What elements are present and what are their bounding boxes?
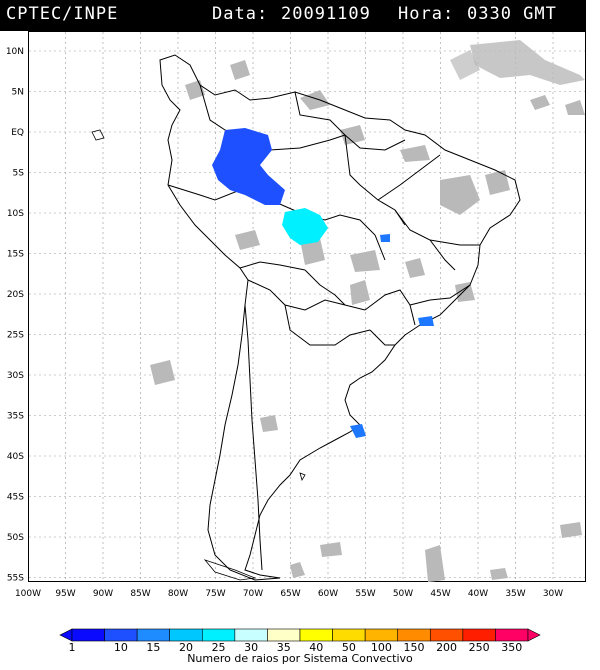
colorbar-tick-label: 150 bbox=[404, 641, 425, 654]
lon-label: 100W bbox=[15, 589, 41, 599]
colorbar-swatch bbox=[104, 628, 138, 642]
colorbar-tick-label: 25 bbox=[212, 641, 226, 654]
colorbar-swatch bbox=[299, 628, 333, 642]
strike-cluster-amazon-west bbox=[212, 128, 285, 205]
colorbar-swatch bbox=[429, 628, 464, 642]
colorbar-tick-label: 20 bbox=[179, 641, 193, 654]
lon-label: 40W bbox=[468, 589, 488, 599]
time-label: Hora: bbox=[398, 4, 455, 24]
latitude-labels: 10N 5N EQ 5S 10S 15S 20S 25S 30S 35S 40S 45S 50S 55S bbox=[6, 47, 24, 584]
colorbar-swatch bbox=[462, 628, 496, 642]
strike-cluster-goias bbox=[380, 234, 390, 242]
colorbar-tick-label: 1 bbox=[69, 641, 76, 654]
colorbar-tick-label: 100 bbox=[371, 641, 392, 654]
colorbar-swatch bbox=[169, 628, 203, 642]
islands bbox=[91, 129, 306, 581]
colorbar-right-arrow bbox=[527, 628, 541, 642]
colorbar-caption: Numero de raios por Sistema Convectivo bbox=[187, 652, 413, 665]
lon-label: 80W bbox=[168, 589, 188, 599]
colorbar-tick-label: 10 bbox=[114, 641, 128, 654]
colorbar-left-arrow bbox=[59, 628, 73, 642]
colorbar-swatch bbox=[201, 628, 236, 642]
colorbar-swatch bbox=[495, 628, 529, 642]
colorbar-tick-label: 30 bbox=[244, 641, 258, 654]
colorbar-swatch bbox=[397, 628, 431, 642]
lat-label: 55S bbox=[7, 574, 24, 584]
lon-label: 85W bbox=[130, 589, 150, 599]
lat-label: 5S bbox=[13, 169, 25, 179]
colorbar-tick-label: 50 bbox=[342, 641, 356, 654]
colorbar-tick-label: 15 bbox=[146, 641, 160, 654]
lat-label: 5N bbox=[12, 88, 24, 98]
lat-label: 10N bbox=[6, 47, 24, 57]
strike-clusters bbox=[212, 128, 434, 438]
lon-label: 45W bbox=[430, 589, 450, 599]
time-value: 0330 GMT bbox=[467, 4, 557, 24]
date-label: Data: bbox=[212, 4, 269, 24]
colorbar-tick-label: 350 bbox=[501, 641, 522, 654]
lat-label: 50S bbox=[7, 533, 24, 543]
strike-cluster-rio bbox=[418, 316, 434, 326]
map-frame bbox=[28, 31, 586, 582]
lon-label: 35W bbox=[505, 589, 525, 599]
lat-label: 35S bbox=[7, 412, 24, 422]
lat-label: 30S bbox=[7, 371, 24, 381]
lon-label: 90W bbox=[93, 589, 113, 599]
date-value: 20091109 bbox=[281, 4, 371, 24]
colorbar-tick-label: 250 bbox=[469, 641, 490, 654]
colorbar: 1 10 15 20 25 30 35 40 50 100 150 200 250 350 bbox=[59, 628, 541, 654]
lon-label: 55W bbox=[355, 589, 375, 599]
colorbar-swatch bbox=[136, 628, 171, 642]
strike-cluster-rondonia bbox=[282, 208, 328, 245]
lat-label: 25S bbox=[7, 331, 24, 341]
colorbar-tick-label: 35 bbox=[277, 641, 291, 654]
cloud-layer bbox=[150, 40, 585, 582]
lat-label: EQ bbox=[11, 128, 24, 138]
colorbar-swatch bbox=[332, 628, 366, 642]
lon-label: 50W bbox=[393, 589, 413, 599]
lon-label: 65W bbox=[280, 589, 300, 599]
colorbar-tick-label: 40 bbox=[309, 641, 323, 654]
lat-label: 10S bbox=[7, 209, 24, 219]
colorbar-swatch bbox=[267, 628, 301, 642]
strike-cluster-rio-de-la-plata bbox=[350, 424, 366, 438]
lon-label: 75W bbox=[205, 589, 225, 599]
lon-label: 60W bbox=[318, 589, 338, 599]
title-bar: CPTEC/INPE Data: 20091109 Hora: 0330 GMT bbox=[0, 0, 586, 31]
lat-label: 45S bbox=[7, 493, 24, 503]
longitude-labels: 100W 95W 90W 85W 80W 75W 70W 65W 60W 55W 50W 45W 40W… bbox=[15, 589, 563, 599]
source-label: CPTEC/INPE bbox=[6, 4, 119, 24]
colorbar-tick-label: 200 bbox=[436, 641, 457, 654]
lon-label: 70W bbox=[243, 589, 263, 599]
colorbar-swatch bbox=[71, 628, 105, 642]
lon-label: 95W bbox=[55, 589, 75, 599]
lat-label: 15S bbox=[7, 250, 24, 260]
lon-label: 30W bbox=[543, 589, 563, 599]
lat-label: 40S bbox=[7, 452, 24, 462]
colorbar-swatch bbox=[364, 628, 399, 642]
colorbar-swatch bbox=[234, 628, 268, 642]
lat-label: 20S bbox=[7, 290, 24, 300]
